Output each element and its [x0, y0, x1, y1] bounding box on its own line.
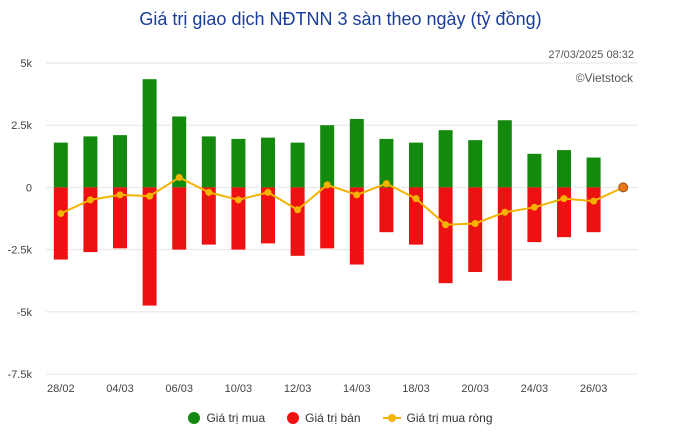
sell-bar [527, 187, 542, 243]
sell-bar [497, 187, 512, 281]
legend-item-net[interactable]: Giá trị mua ròng [382, 411, 493, 425]
sell-bar [586, 187, 601, 233]
legend-sell-marker [287, 412, 300, 424]
net-point [116, 191, 124, 199]
y-tick-label: -5k [17, 307, 33, 319]
buy-bar [172, 116, 187, 188]
buy-bar [438, 130, 453, 188]
net-point [530, 203, 538, 211]
net-point [618, 182, 629, 193]
x-tick-label: 14/03 [343, 383, 371, 395]
sell-bar [290, 187, 305, 256]
x-tick-label: 26/03 [580, 383, 608, 395]
legend-item-buy[interactable]: Giá trị mua [188, 411, 265, 425]
x-tick-label: 12/03 [284, 383, 312, 395]
sell-bar [83, 187, 98, 253]
buy-bar [527, 153, 542, 188]
sell-bar [113, 187, 127, 249]
y-tick-label: -7.5k [8, 369, 33, 381]
net-line-group [57, 173, 629, 229]
x-tick-label: 24/03 [521, 383, 549, 395]
net-point [175, 173, 183, 181]
net-point [471, 219, 479, 227]
net-point [353, 191, 361, 199]
buy-bar [53, 142, 68, 188]
sell-bar [438, 187, 453, 284]
net-point [412, 195, 420, 203]
sell-bar [261, 187, 275, 244]
bars-group [53, 79, 601, 306]
net-point [560, 195, 568, 203]
y-tick-label: 2.5k [11, 120, 32, 132]
legend-buy-label: Giá trị mua [206, 411, 266, 425]
buy-bar [468, 140, 483, 188]
buy-bar [320, 125, 335, 188]
buy-bar [83, 136, 98, 188]
net-point [57, 210, 65, 218]
legend-item-sell[interactable]: Giá trị bán [287, 411, 361, 425]
y-axis-ticks: 5k 2.5k 0 -2.5k -5k -7.5k [8, 58, 33, 381]
chart-title: Giá trị giao dịch NĐTNN 3 sàn theo ngày … [139, 9, 542, 29]
chart-timestamp: 27/03/2025 08:32 [548, 49, 634, 61]
buy-bar [557, 150, 571, 188]
net-point [501, 208, 509, 216]
y-tick-label: -2.5k [8, 245, 33, 257]
buy-bar [290, 142, 305, 188]
legend-net-label: Giá trị mua ròng [406, 411, 493, 425]
sell-bar [231, 187, 246, 250]
y-tick-label: 0 [26, 182, 32, 194]
buy-bar [201, 136, 216, 188]
sell-bar [142, 187, 157, 306]
sell-bar [172, 187, 187, 250]
legend-net-marker [382, 412, 401, 424]
net-point [442, 221, 450, 229]
sell-bar [349, 187, 364, 265]
sell-bar [201, 187, 216, 245]
buy-bar [379, 138, 394, 188]
legend-buy-marker [188, 412, 201, 424]
x-tick-label: 06/03 [165, 383, 193, 395]
buy-bar [231, 138, 246, 188]
legend-sell-label: Giá trị bán [305, 411, 361, 425]
net-line [60, 176, 624, 226]
x-tick-label: 18/03 [402, 383, 430, 395]
buy-bar [586, 157, 601, 188]
net-point [234, 196, 242, 204]
x-tick-label: 20/03 [461, 383, 489, 395]
buy-bar [497, 120, 512, 188]
sell-bar [557, 187, 571, 238]
net-point [86, 196, 94, 204]
buy-bar [142, 79, 157, 188]
x-tick-label: 04/03 [106, 383, 134, 395]
net-point [590, 197, 598, 205]
grid-lines [46, 62, 638, 375]
sell-bar [379, 187, 394, 233]
buy-bar [409, 142, 423, 188]
buy-bar [349, 118, 364, 188]
chart-source: ©Vietstock [575, 71, 633, 85]
net-point [323, 181, 331, 189]
sell-bar [53, 187, 68, 260]
net-point [294, 206, 302, 214]
sell-bar [320, 187, 335, 249]
x-axis-ticks: 28/02 04/03 06/03 10/03 12/03 14/03 18/03 20/03… [47, 383, 607, 395]
y-tick-label: 5k [20, 58, 32, 70]
net-point [264, 188, 272, 196]
x-tick-label: 10/03 [225, 383, 253, 395]
legend: Giá trị mua Giá trị bán Giá trị mua ròng [0, 411, 681, 425]
net-point [382, 180, 390, 188]
net-point [146, 192, 154, 200]
buy-bar [113, 135, 127, 188]
buy-bar [261, 137, 275, 188]
net-point [205, 188, 213, 196]
sell-bar [468, 187, 483, 272]
x-tick-label: 28/02 [47, 383, 75, 395]
